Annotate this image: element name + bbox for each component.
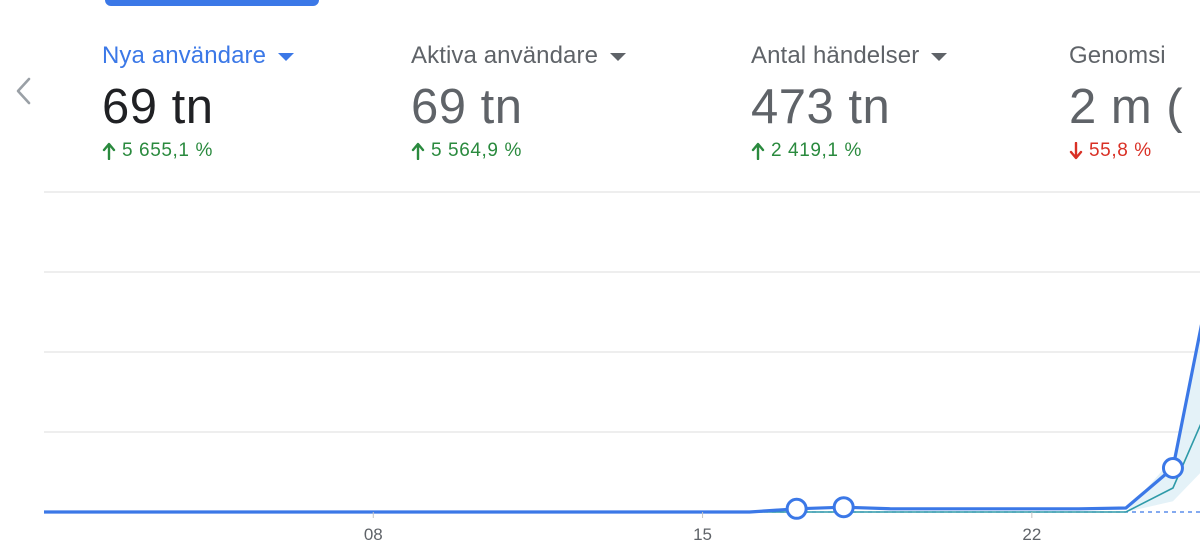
caret-down-icon[interactable] bbox=[931, 53, 948, 61]
metric-change: 55,8 % bbox=[1069, 140, 1183, 162]
caret-down-icon[interactable] bbox=[278, 53, 295, 61]
data-point bbox=[832, 496, 855, 519]
metric-card-new-users[interactable]: Nya användare 69 tn 5 655,1 % bbox=[102, 42, 295, 182]
arrow-down-icon bbox=[1069, 142, 1083, 160]
data-point bbox=[1161, 457, 1184, 479]
arrow-up-icon bbox=[102, 142, 116, 160]
metric-label: Nya användare bbox=[102, 42, 267, 69]
chevron-left-icon bbox=[16, 77, 31, 105]
x-tick-label: 22 bbox=[1022, 525, 1041, 540]
metric-label: Genomsi bbox=[1069, 42, 1166, 69]
series-line-comparison bbox=[44, 423, 1200, 513]
metric-label: Aktiva användare bbox=[411, 42, 599, 69]
metric-change-value: 5 564,9 % bbox=[431, 140, 522, 161]
metric-change: 5 655,1 % bbox=[102, 140, 294, 162]
metric-selector[interactable]: Antal händelser bbox=[751, 42, 948, 70]
caret-down-icon[interactable] bbox=[610, 53, 627, 61]
data-point bbox=[785, 497, 808, 520]
x-tick-label: 08 bbox=[364, 525, 383, 540]
metric-value: 69 tn bbox=[411, 80, 523, 134]
primary-action-button[interactable] bbox=[105, 0, 319, 6]
metric-card-active-users[interactable]: Aktiva användare 69 tn 5 564,9 % bbox=[411, 42, 627, 182]
metric-value: 69 tn bbox=[102, 80, 214, 134]
metric-value: 473 tn bbox=[751, 80, 891, 134]
metric-selector[interactable]: Aktiva användare bbox=[411, 42, 627, 70]
series-line-main bbox=[44, 324, 1200, 514]
metric-label: Antal händelser bbox=[751, 42, 920, 69]
x-tick-label: 15 bbox=[693, 525, 712, 540]
metric-selector[interactable]: Nya användare bbox=[102, 42, 295, 70]
metric-change-value: 55,8 % bbox=[1089, 140, 1152, 161]
metric-change: 2 419,1 % bbox=[751, 140, 947, 162]
metric-change: 5 564,9 % bbox=[411, 140, 626, 162]
confidence-band bbox=[44, 340, 1200, 512]
metric-selector[interactable]: Genomsi bbox=[1069, 42, 1183, 70]
previous-metrics-button[interactable] bbox=[10, 76, 38, 106]
arrow-up-icon bbox=[411, 142, 425, 160]
metric-change-value: 2 419,1 % bbox=[771, 140, 862, 161]
metric-value: 2 m ( bbox=[1069, 80, 1184, 134]
metric-card-average[interactable]: Genomsi 2 m ( 55,8 % bbox=[1069, 42, 1183, 182]
metric-card-event-count[interactable]: Antal händelser 473 tn 2 419,1 % bbox=[751, 42, 948, 182]
metric-change-value: 5 655,1 % bbox=[122, 140, 213, 161]
arrow-up-icon bbox=[751, 142, 765, 160]
